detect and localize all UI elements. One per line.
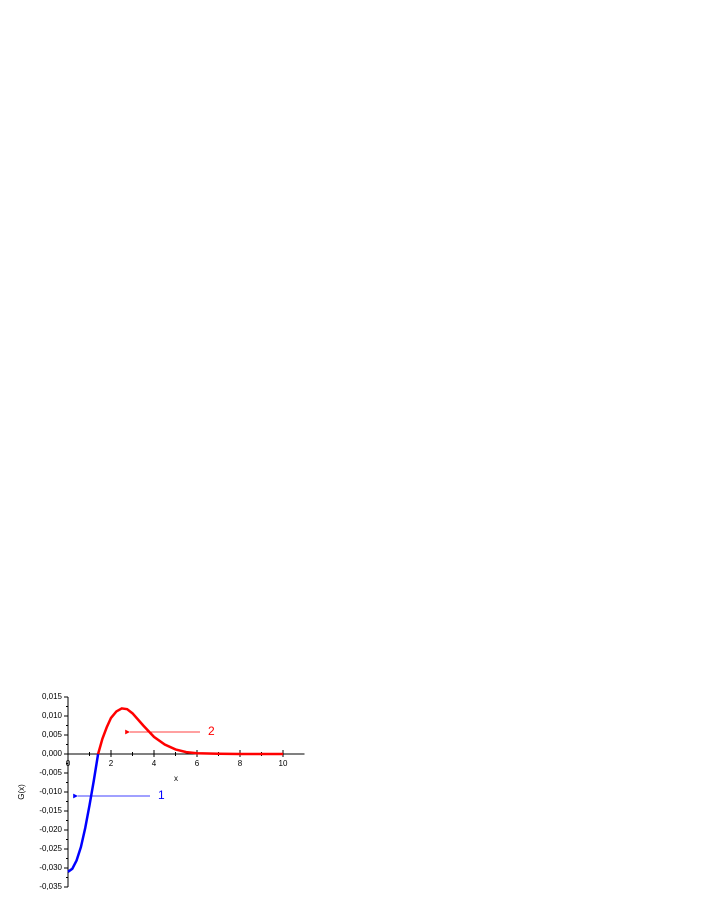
y-tick-label: 0,015 xyxy=(42,692,63,701)
y-tick-label: -0,010 xyxy=(39,787,62,796)
series-label: 1 xyxy=(158,788,165,802)
y-tick-label: -0,035 xyxy=(39,882,62,891)
x-tick-label: 8 xyxy=(238,759,243,768)
x-axis-label: x xyxy=(174,774,178,783)
y-tick-label: -0,025 xyxy=(39,844,62,853)
x-tick-label: 2 xyxy=(109,759,114,768)
x-tick-label: 6 xyxy=(195,759,200,768)
y-tick-label: -0,005 xyxy=(39,768,62,777)
y-tick-label: 0,010 xyxy=(42,711,63,720)
x-tick-label: 10 xyxy=(279,759,288,768)
y-axis-label: G(x) xyxy=(17,784,26,800)
series-label: 2 xyxy=(208,724,215,738)
x-tick-label: 0 xyxy=(66,759,71,768)
x-tick-label: 4 xyxy=(152,759,157,768)
y-tick-label: 0,000 xyxy=(42,749,63,758)
y-tick-label: -0,030 xyxy=(39,863,62,872)
y-tick-label: -0,020 xyxy=(39,825,62,834)
y-tick-label: 0,005 xyxy=(42,730,63,739)
y-tick-label: -0,015 xyxy=(39,806,62,815)
line-series xyxy=(67,753,100,873)
line-series xyxy=(96,707,283,756)
